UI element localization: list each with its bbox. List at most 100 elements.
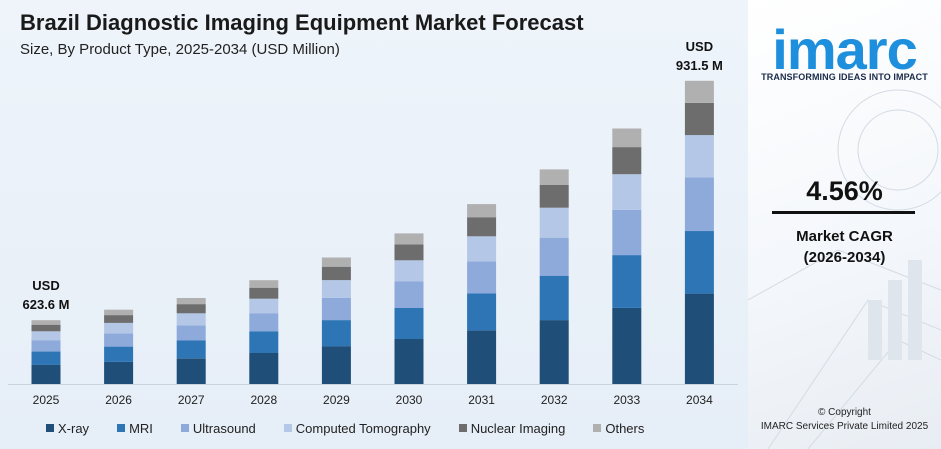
bar-segment-nuclear-imaging-2032 [539, 185, 569, 208]
bar-segment-ultrasound-2034 [684, 177, 714, 232]
legend-label-mri: MRI [129, 420, 153, 436]
bar-segment-ultrasound-2030 [394, 281, 424, 308]
cagr-period: (2026-2034) [803, 249, 886, 266]
bar-segment-others-2027 [176, 298, 206, 305]
bar-segment-nuclear-imaging-2026 [104, 315, 134, 323]
bar-segment-x-ray-2030 [394, 339, 424, 384]
side-panel: imarc TRANSFORMING IDEAS INTO IMPACT 4.5… [748, 0, 941, 449]
chart-plot: 2025 2026 2027 2028 2029 2030 2031 2032 2033 2034… [8, 39, 738, 407]
chart-subtitle: Size, By Product Type, 2025-2034 (USD Mi… [20, 41, 340, 58]
legend-item-nuclear-imaging: Nuclear Imaging [458, 420, 566, 436]
legend-swatch-x-ray [46, 424, 54, 432]
bar-segment-ultrasound-2027 [176, 325, 206, 341]
bar-segment-others-2029 [321, 257, 351, 267]
x-tick-label-2030: 2030 [396, 393, 423, 407]
bar-segment-ultrasound-2033 [612, 209, 642, 256]
bar-segment-mri-2034 [684, 231, 714, 294]
bar-segment-mri-2027 [176, 340, 206, 359]
bar-segment-mri-2033 [612, 255, 642, 308]
bar-segment-x-ray-2026 [104, 361, 134, 384]
bar-segment-mri-2032 [539, 275, 569, 321]
bar-segment-x-ray-2032 [539, 320, 569, 384]
copyright-text: © Copyright IMARC Services Private Limit… [748, 406, 941, 434]
legend-label-computed-tomography: Computed Tomography [295, 420, 431, 436]
bar-segment-computed-tomography-2029 [321, 280, 351, 298]
annotation-unit-2025: USD [32, 278, 59, 293]
bar-segment-ultrasound-2028 [249, 313, 279, 332]
x-tick-label-2031: 2031 [468, 393, 495, 407]
x-tick-label-2026: 2026 [105, 393, 132, 407]
bar-segment-ultrasound-2025 [31, 340, 61, 352]
cagr-value: 4.56% [806, 176, 883, 206]
bar-segment-nuclear-imaging-2034 [684, 102, 714, 136]
bar-segment-ultrasound-2032 [539, 237, 569, 276]
chart-panel: Brazil Diagnostic Imaging Equipment Mark… [0, 0, 748, 449]
bar-segment-others-2034 [684, 80, 714, 103]
bar-segment-nuclear-imaging-2033 [612, 147, 642, 175]
bar-segment-nuclear-imaging-2028 [249, 287, 279, 299]
bar-segment-nuclear-imaging-2031 [467, 217, 497, 237]
legend-swatch-others [593, 424, 602, 432]
bar-segment-computed-tomography-2026 [104, 322, 134, 334]
bar-segment-others-2025 [31, 320, 61, 325]
bar-segment-mri-2028 [249, 331, 279, 353]
bar-segment-mri-2025 [31, 351, 61, 365]
bar-segment-computed-tomography-2030 [394, 260, 424, 282]
bar-segment-computed-tomography-2027 [176, 313, 206, 326]
bar-segment-others-2030 [394, 233, 424, 245]
bar-segment-x-ray-2031 [467, 330, 497, 384]
bar-segment-computed-tomography-2031 [467, 236, 497, 262]
legend-item-x-ray: X-ray [46, 421, 89, 436]
bar-segment-x-ray-2028 [249, 353, 279, 384]
bar-segment-mri-2030 [394, 308, 424, 339]
bar-segment-computed-tomography-2025 [31, 331, 61, 341]
x-tick-label-2027: 2027 [178, 393, 205, 407]
x-tick-label-2032: 2032 [541, 393, 568, 407]
bar-segment-mri-2026 [104, 346, 134, 362]
bar-segment-computed-tomography-2032 [539, 207, 569, 238]
bar-segment-mri-2029 [321, 320, 351, 347]
bar-segment-x-ray-2033 [612, 307, 642, 384]
bar-segment-x-ray-2034 [684, 293, 714, 384]
copyright-line: © Copyright [818, 407, 871, 418]
legend-swatch-ultrasound [180, 424, 189, 432]
bar-segment-computed-tomography-2033 [612, 174, 642, 210]
legend-swatch-nuclear-imaging [458, 424, 467, 432]
bar-segment-x-ray-2025 [31, 364, 61, 384]
bar-segment-ultrasound-2031 [467, 261, 497, 294]
bar-segment-others-2033 [612, 128, 642, 148]
bar-segment-nuclear-imaging-2029 [321, 266, 351, 281]
bar-segment-others-2032 [539, 169, 569, 185]
legend-label-x-ray: X-ray [58, 420, 90, 436]
bar-segment-others-2031 [467, 204, 497, 218]
bar-segment-x-ray-2027 [176, 358, 206, 384]
x-tick-label-2028: 2028 [250, 393, 277, 407]
x-tick-label-2025: 2025 [33, 393, 60, 407]
copyright-owner: IMARC Services Private Limited 2025 [760, 421, 929, 432]
chart-title: Brazil Diagnostic Imaging Equipment Mark… [20, 10, 584, 35]
legend-swatch-mri [117, 424, 126, 432]
bar-segment-ultrasound-2029 [321, 297, 351, 321]
cagr-divider [772, 211, 915, 214]
bar-segment-computed-tomography-2028 [249, 298, 279, 314]
brand-logo: imarc [772, 18, 917, 81]
x-tick-label-2034: 2034 [686, 393, 713, 407]
bar-segment-mri-2031 [467, 293, 497, 331]
bar-segment-others-2026 [104, 309, 134, 316]
background-decoration [748, 89, 941, 449]
legend-item-ultrasound: Ultrasound [180, 420, 256, 436]
bar-segment-nuclear-imaging-2027 [176, 304, 206, 314]
bar-segment-computed-tomography-2034 [684, 135, 714, 178]
legend-swatch-computed-tomography [283, 424, 292, 432]
legend-label-nuclear-imaging: Nuclear Imaging [470, 420, 566, 436]
legend-item-computed-tomography: Computed Tomography [283, 420, 431, 436]
legend-item-mri: MRI [117, 421, 153, 436]
annotation-value-2025: 623.6 M [23, 297, 70, 312]
legend-label-ultrasound: Ultrasound [192, 420, 256, 436]
bar-segment-others-2028 [249, 280, 279, 288]
cagr-label-text: Market CAGR [796, 228, 893, 245]
brand-tagline: TRANSFORMING IDEAS INTO IMPACT [761, 72, 928, 82]
bar-segment-nuclear-imaging-2030 [394, 244, 424, 261]
bar-segment-x-ray-2029 [321, 346, 351, 384]
bar-segment-ultrasound-2026 [104, 333, 134, 347]
